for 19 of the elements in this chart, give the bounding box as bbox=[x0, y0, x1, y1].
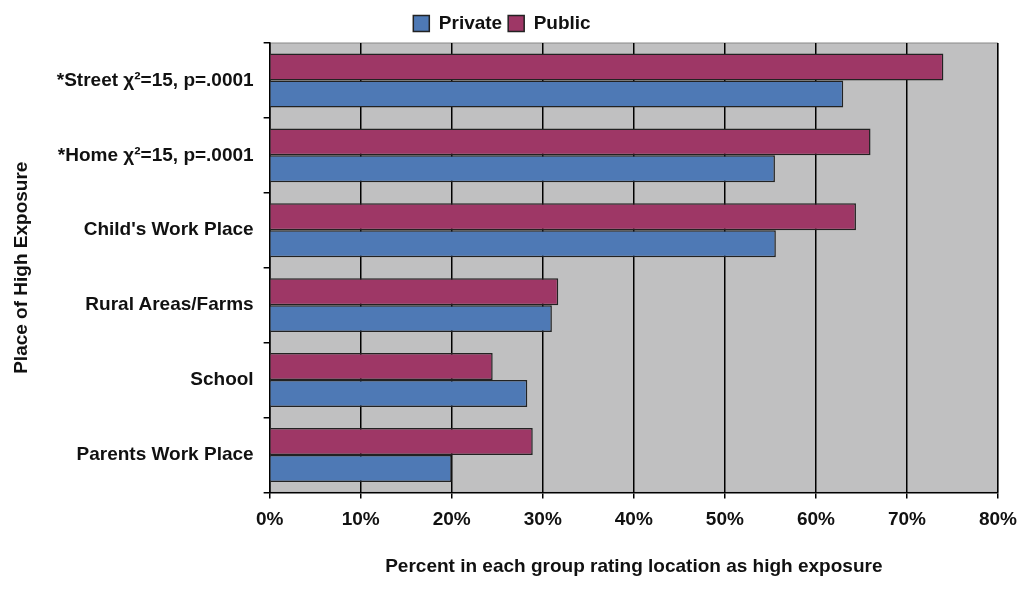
y-tick-label: *Home χ²=15, p=.0001 bbox=[57, 143, 255, 165]
y-tick-label: Parents Work Place bbox=[76, 443, 254, 465]
x-tick-label: 70% bbox=[887, 508, 927, 530]
x-tick-label: 10% bbox=[341, 508, 380, 530]
x-tick-label: 20% bbox=[432, 508, 471, 530]
x-tick-label: 50% bbox=[705, 508, 744, 530]
x-tick-label: 30% bbox=[523, 508, 562, 530]
x-tick-label: 60% bbox=[796, 508, 836, 530]
x-tick-label: 40% bbox=[614, 508, 653, 530]
legend-label: Private bbox=[438, 11, 503, 33]
y-tick-label: School bbox=[190, 368, 254, 390]
y-tick-label: Child's Work Place bbox=[83, 218, 254, 240]
x-axis-title: Percent in each group rating location as high exposure bbox=[385, 554, 883, 576]
x-tick-label: 0% bbox=[255, 508, 284, 530]
y-axis-title: Place of High Exposure bbox=[9, 161, 31, 374]
y-tick-label: *Street χ²=15, p=.0001 bbox=[56, 68, 255, 90]
y-tick-label: Rural Areas/Farms bbox=[85, 293, 254, 315]
legend-label: Public bbox=[533, 11, 592, 33]
x-tick-label: 80% bbox=[978, 508, 1018, 530]
